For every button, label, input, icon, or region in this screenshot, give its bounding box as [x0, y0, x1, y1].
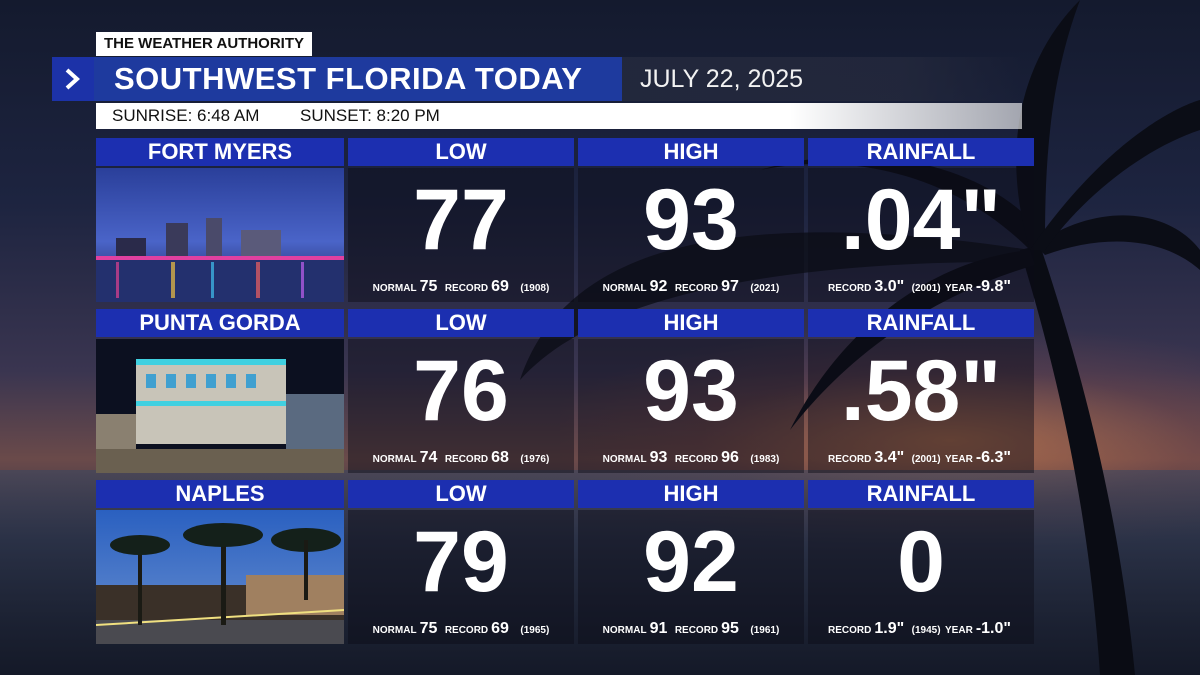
city-photo-fort-myers	[96, 168, 344, 302]
high-value: 92	[643, 514, 739, 610]
low-cell: 76 NORMAL 74 RECORD 68 (1976)	[348, 339, 574, 473]
city-name: FORT MYERS	[96, 138, 344, 166]
rainfall-details: RECORD 3.4" (2001) YEAR -6.3"	[828, 449, 1011, 466]
high-header: HIGH	[578, 480, 804, 508]
sunset-time: SUNSET: 8:20 PM	[300, 106, 440, 125]
low-header: LOW	[348, 480, 574, 508]
high-value: 93	[643, 172, 739, 268]
low-value: 77	[413, 172, 509, 268]
rainfall-cell: .58" RECORD 3.4" (2001) YEAR -6.3"	[808, 339, 1034, 473]
high-details: NORMAL 92 RECORD 97 (2021)	[602, 278, 780, 295]
high-details: NORMAL 93 RECORD 96 (1983)	[602, 449, 780, 466]
city-row-punta-gorda: PUNTA GORDA LOW HIGH RAINFALL 76 NORMAL 7…	[96, 309, 1036, 473]
rainfall-cell: 0 RECORD 1.9" (1945) YEAR -1.0"	[808, 510, 1034, 644]
title-bar: SOUTHWEST FLORIDA TODAY	[52, 57, 622, 101]
brand-label: THE WEATHER AUTHORITY	[96, 32, 312, 56]
low-cell: 79 NORMAL 75 RECORD 69 (1965)	[348, 510, 574, 644]
low-header: LOW	[348, 138, 574, 166]
city-photo-naples	[96, 510, 344, 644]
chevron-right-icon	[52, 57, 94, 101]
high-details: NORMAL 91 RECORD 95 (1961)	[602, 620, 780, 637]
low-cell: 77 NORMAL 75 RECORD 69 (1908)	[348, 168, 574, 302]
low-details: NORMAL 75 RECORD 69 (1908)	[372, 278, 550, 295]
rainfall-header: RAINFALL	[808, 138, 1034, 166]
rainfall-header: RAINFALL	[808, 309, 1034, 337]
high-header: HIGH	[578, 309, 804, 337]
low-details: NORMAL 74 RECORD 68 (1976)	[372, 449, 550, 466]
date-bar: JULY 22, 2025	[622, 57, 1022, 101]
forecast-date: JULY 22, 2025	[640, 65, 804, 93]
sun-times-bar: SUNRISE: 6:48 AM SUNSET: 8:20 PM	[96, 103, 1022, 129]
city-name: PUNTA GORDA	[96, 309, 344, 337]
rainfall-value: .58"	[840, 343, 1002, 439]
high-value: 93	[643, 343, 739, 439]
city-photo-punta-gorda	[96, 339, 344, 473]
city-row-naples: NAPLES LOW HIGH RAINFALL 79 NORMAL 75 REC…	[96, 480, 1036, 644]
high-cell: 93 NORMAL 93 RECORD 96 (1983)	[578, 339, 804, 473]
rainfall-details: RECORD 1.9" (1945) YEAR -1.0"	[828, 620, 1011, 637]
rainfall-value: .04"	[840, 172, 1002, 268]
sunrise-time: SUNRISE: 6:48 AM	[112, 106, 260, 125]
high-header: HIGH	[578, 138, 804, 166]
low-value: 76	[413, 343, 509, 439]
page-title: SOUTHWEST FLORIDA TODAY	[114, 61, 583, 96]
rainfall-cell: .04" RECORD 3.0" (2001) YEAR -9.8"	[808, 168, 1034, 302]
low-details: NORMAL 75 RECORD 69 (1965)	[372, 620, 550, 637]
high-cell: 93 NORMAL 92 RECORD 97 (2021)	[578, 168, 804, 302]
city-row-fort-myers: FORT MYERS LOW HIGH RAINFALL 77 NORMAL 75…	[96, 138, 1036, 302]
city-name: NAPLES	[96, 480, 344, 508]
low-header: LOW	[348, 309, 574, 337]
rainfall-value: 0	[897, 514, 945, 610]
high-cell: 92 NORMAL 91 RECORD 95 (1961)	[578, 510, 804, 644]
rainfall-details: RECORD 3.0" (2001) YEAR -9.8"	[828, 278, 1011, 295]
low-value: 79	[413, 514, 509, 610]
rainfall-header: RAINFALL	[808, 480, 1034, 508]
